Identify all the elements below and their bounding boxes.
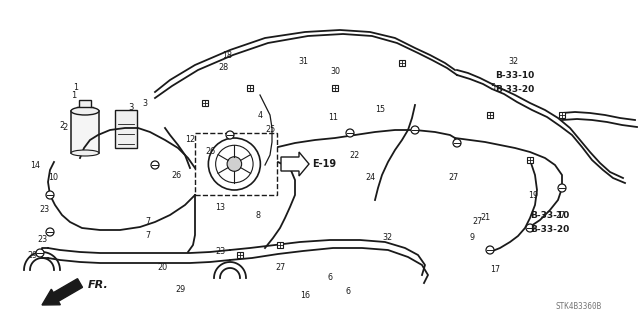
Text: 12: 12 xyxy=(185,136,195,145)
Text: 5: 5 xyxy=(490,84,495,93)
Text: 21: 21 xyxy=(480,213,490,222)
Text: 26: 26 xyxy=(172,170,182,180)
Text: 27: 27 xyxy=(275,263,285,272)
Ellipse shape xyxy=(71,150,99,156)
Circle shape xyxy=(46,191,54,199)
Bar xyxy=(79,100,91,107)
Bar xyxy=(277,242,283,248)
Text: 24: 24 xyxy=(365,174,375,182)
Text: 26: 26 xyxy=(205,147,215,157)
Text: 13: 13 xyxy=(215,204,225,212)
Text: STK4B3360B: STK4B3360B xyxy=(555,302,601,311)
Circle shape xyxy=(36,249,44,257)
Text: 29: 29 xyxy=(28,250,38,259)
Bar xyxy=(332,85,338,91)
Circle shape xyxy=(346,129,354,137)
Text: FR.: FR. xyxy=(88,280,109,290)
Text: 30: 30 xyxy=(330,68,340,77)
Text: 23: 23 xyxy=(38,235,48,244)
Bar xyxy=(399,60,405,66)
Circle shape xyxy=(227,157,242,171)
Text: 7: 7 xyxy=(145,218,150,226)
Text: 3: 3 xyxy=(128,103,133,113)
Polygon shape xyxy=(281,152,309,176)
Circle shape xyxy=(526,224,534,232)
Text: 3: 3 xyxy=(142,99,147,108)
Bar xyxy=(247,85,253,91)
Circle shape xyxy=(411,126,419,134)
Circle shape xyxy=(486,246,494,254)
Text: 6: 6 xyxy=(346,287,351,296)
Circle shape xyxy=(46,228,54,236)
Text: 27: 27 xyxy=(448,174,458,182)
Text: B-33-10: B-33-10 xyxy=(495,70,534,79)
Text: 29: 29 xyxy=(175,286,185,294)
Text: B-33-20: B-33-20 xyxy=(495,85,534,94)
Circle shape xyxy=(151,161,159,169)
Bar xyxy=(237,252,243,258)
Circle shape xyxy=(216,145,253,183)
Text: 2: 2 xyxy=(63,122,68,131)
Bar xyxy=(195,133,277,195)
Text: 7: 7 xyxy=(145,232,150,241)
Text: 19: 19 xyxy=(528,190,538,199)
Text: 25: 25 xyxy=(265,125,275,135)
Text: 32: 32 xyxy=(382,234,392,242)
Bar xyxy=(71,111,99,153)
Text: 31: 31 xyxy=(298,57,308,66)
Text: 14: 14 xyxy=(30,160,40,169)
Text: 4: 4 xyxy=(258,110,263,120)
Circle shape xyxy=(226,131,234,139)
Text: B-33-10: B-33-10 xyxy=(530,211,569,219)
Bar xyxy=(202,100,208,106)
Text: 32: 32 xyxy=(508,57,518,66)
Bar xyxy=(559,112,565,118)
Text: 6: 6 xyxy=(328,273,333,283)
Text: 16: 16 xyxy=(300,291,310,300)
Text: 23: 23 xyxy=(40,205,50,214)
Text: E-19: E-19 xyxy=(312,159,336,169)
Text: 28: 28 xyxy=(218,63,228,72)
Text: 10: 10 xyxy=(48,174,58,182)
Circle shape xyxy=(453,139,461,147)
Text: 18: 18 xyxy=(222,50,232,60)
Bar xyxy=(527,157,533,163)
Text: 17: 17 xyxy=(490,265,500,275)
Text: 2: 2 xyxy=(59,121,64,130)
Ellipse shape xyxy=(71,107,99,115)
Circle shape xyxy=(558,184,566,192)
Text: 8: 8 xyxy=(255,211,260,219)
Text: 9: 9 xyxy=(470,234,475,242)
Text: 22: 22 xyxy=(349,151,360,160)
Text: 23: 23 xyxy=(215,248,225,256)
Text: 20: 20 xyxy=(157,263,167,272)
Text: 11: 11 xyxy=(328,114,338,122)
Text: 27: 27 xyxy=(472,218,483,226)
Circle shape xyxy=(209,138,260,190)
Bar xyxy=(115,110,137,148)
Text: 1: 1 xyxy=(71,91,76,100)
Bar xyxy=(487,112,493,118)
Text: 1: 1 xyxy=(73,84,78,93)
Text: 27: 27 xyxy=(555,211,565,219)
Text: B-33-20: B-33-20 xyxy=(530,226,569,234)
Text: 15: 15 xyxy=(375,106,385,115)
FancyArrow shape xyxy=(42,279,83,305)
